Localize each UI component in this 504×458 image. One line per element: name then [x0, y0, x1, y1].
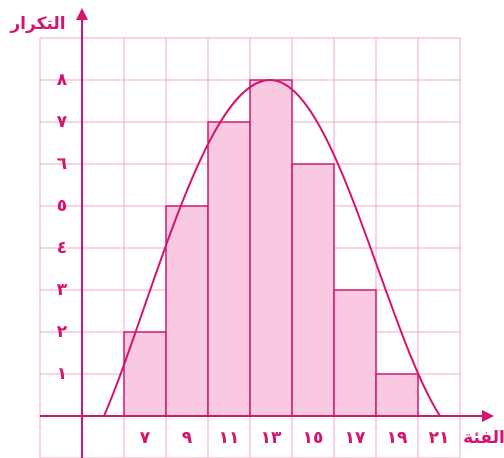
y-tick-label: ٦: [57, 154, 67, 174]
y-tick-label: ٣: [57, 280, 68, 300]
bar: [375, 373, 419, 417]
y-tick-label: ٧: [57, 112, 68, 132]
y-tick-label: ٨: [57, 70, 68, 90]
x-axis-label: الفئة: [463, 428, 504, 448]
x-tick-label: ١٣: [261, 428, 282, 448]
bars: [123, 79, 419, 417]
curve: [103, 78, 441, 417]
x-tick-label: ١٥: [303, 428, 324, 448]
x-arrow: [482, 410, 494, 422]
bar: [249, 79, 293, 417]
bar: [165, 205, 209, 417]
bar: [333, 289, 377, 417]
y-tick-label: ٢: [57, 322, 68, 342]
y-arrow: [76, 8, 88, 20]
y-tick-label: ٤: [57, 238, 67, 258]
y-tick-label: ١: [57, 364, 67, 384]
y-axis-label: التكرار: [9, 14, 65, 34]
x-tick-label: ٢١: [429, 428, 450, 448]
x-tick-label: ١٧: [345, 428, 366, 448]
x-tick-label: ٧: [140, 428, 151, 448]
y-tick-label: ٥: [57, 196, 67, 216]
x-tick-label: ٩: [182, 428, 193, 448]
x-tick-label: ١٩: [387, 428, 408, 448]
x-tick-label: ١١: [219, 428, 240, 448]
bar: [207, 121, 251, 417]
bar: [291, 163, 335, 417]
